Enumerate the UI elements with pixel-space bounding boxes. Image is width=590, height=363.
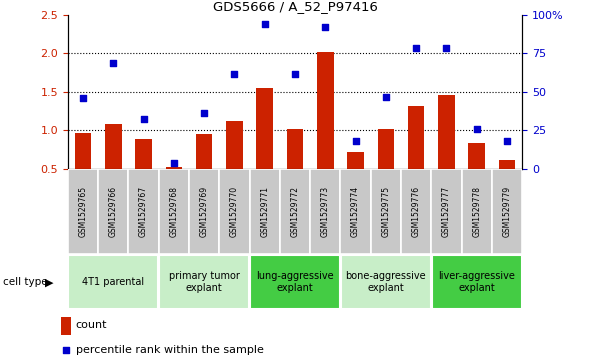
FancyBboxPatch shape <box>401 169 431 254</box>
Text: GSM1529768: GSM1529768 <box>169 186 178 237</box>
Bar <box>257 88 273 207</box>
FancyBboxPatch shape <box>159 169 189 254</box>
FancyBboxPatch shape <box>310 169 340 254</box>
Text: GSM1529777: GSM1529777 <box>442 186 451 237</box>
Bar <box>135 139 152 207</box>
FancyBboxPatch shape <box>98 169 129 254</box>
FancyBboxPatch shape <box>68 169 98 254</box>
Text: primary tumor
explant: primary tumor explant <box>169 272 240 293</box>
Point <box>139 116 148 122</box>
Text: GSM1529766: GSM1529766 <box>109 186 118 237</box>
Bar <box>226 121 242 207</box>
Bar <box>408 106 424 207</box>
Bar <box>438 95 455 207</box>
Text: GSM1529767: GSM1529767 <box>139 186 148 237</box>
Text: GSM1529769: GSM1529769 <box>199 186 209 237</box>
Point <box>442 46 451 52</box>
Point <box>169 160 179 166</box>
Text: bone-aggressive
explant: bone-aggressive explant <box>346 272 426 293</box>
Text: GSM1529774: GSM1529774 <box>351 186 360 237</box>
Text: GSM1529765: GSM1529765 <box>78 186 87 237</box>
Bar <box>287 130 303 207</box>
Text: GSM1529772: GSM1529772 <box>290 186 300 237</box>
Point <box>260 21 270 27</box>
Text: GSM1529779: GSM1529779 <box>503 186 512 237</box>
FancyBboxPatch shape <box>129 169 159 254</box>
Point <box>320 24 330 30</box>
FancyBboxPatch shape <box>280 169 310 254</box>
Point <box>61 347 71 353</box>
Bar <box>166 167 182 207</box>
Text: percentile rank within the sample: percentile rank within the sample <box>76 345 264 355</box>
Text: GSM1529771: GSM1529771 <box>260 186 269 237</box>
Text: GSM1529776: GSM1529776 <box>412 186 421 237</box>
Text: count: count <box>76 321 107 330</box>
Text: cell type: cell type <box>3 277 48 287</box>
FancyBboxPatch shape <box>492 169 522 254</box>
Text: GSM1529773: GSM1529773 <box>321 186 330 237</box>
Text: lung-aggressive
explant: lung-aggressive explant <box>256 272 334 293</box>
FancyBboxPatch shape <box>219 169 250 254</box>
FancyBboxPatch shape <box>461 169 492 254</box>
FancyBboxPatch shape <box>250 255 340 309</box>
Text: 4T1 parental: 4T1 parental <box>82 277 145 287</box>
Point <box>109 60 118 66</box>
Title: GDS5666 / A_52_P97416: GDS5666 / A_52_P97416 <box>212 0 378 13</box>
Bar <box>499 160 515 207</box>
FancyBboxPatch shape <box>340 169 371 254</box>
FancyBboxPatch shape <box>250 169 280 254</box>
Point <box>199 110 209 116</box>
Point <box>502 138 512 144</box>
Text: GSM1529775: GSM1529775 <box>381 186 391 237</box>
Point <box>78 95 88 101</box>
FancyBboxPatch shape <box>68 255 158 309</box>
Point <box>230 71 239 77</box>
Point <box>472 127 481 132</box>
Text: liver-aggressive
explant: liver-aggressive explant <box>438 272 515 293</box>
Text: ▶: ▶ <box>45 277 54 287</box>
Point <box>411 46 421 52</box>
FancyBboxPatch shape <box>159 255 249 309</box>
Text: GSM1529770: GSM1529770 <box>230 186 239 237</box>
FancyBboxPatch shape <box>432 255 522 309</box>
Bar <box>61 317 71 335</box>
Bar <box>378 130 394 207</box>
Bar <box>317 52 333 207</box>
Bar <box>105 124 122 207</box>
Text: GSM1529778: GSM1529778 <box>472 186 481 237</box>
Bar <box>196 134 212 207</box>
FancyBboxPatch shape <box>189 169 219 254</box>
Bar <box>468 143 485 207</box>
Bar <box>348 152 364 207</box>
Point <box>381 94 391 100</box>
Point <box>290 71 300 77</box>
FancyBboxPatch shape <box>371 169 401 254</box>
FancyBboxPatch shape <box>341 255 431 309</box>
FancyBboxPatch shape <box>431 169 461 254</box>
Point <box>351 138 360 144</box>
Bar <box>75 132 91 207</box>
